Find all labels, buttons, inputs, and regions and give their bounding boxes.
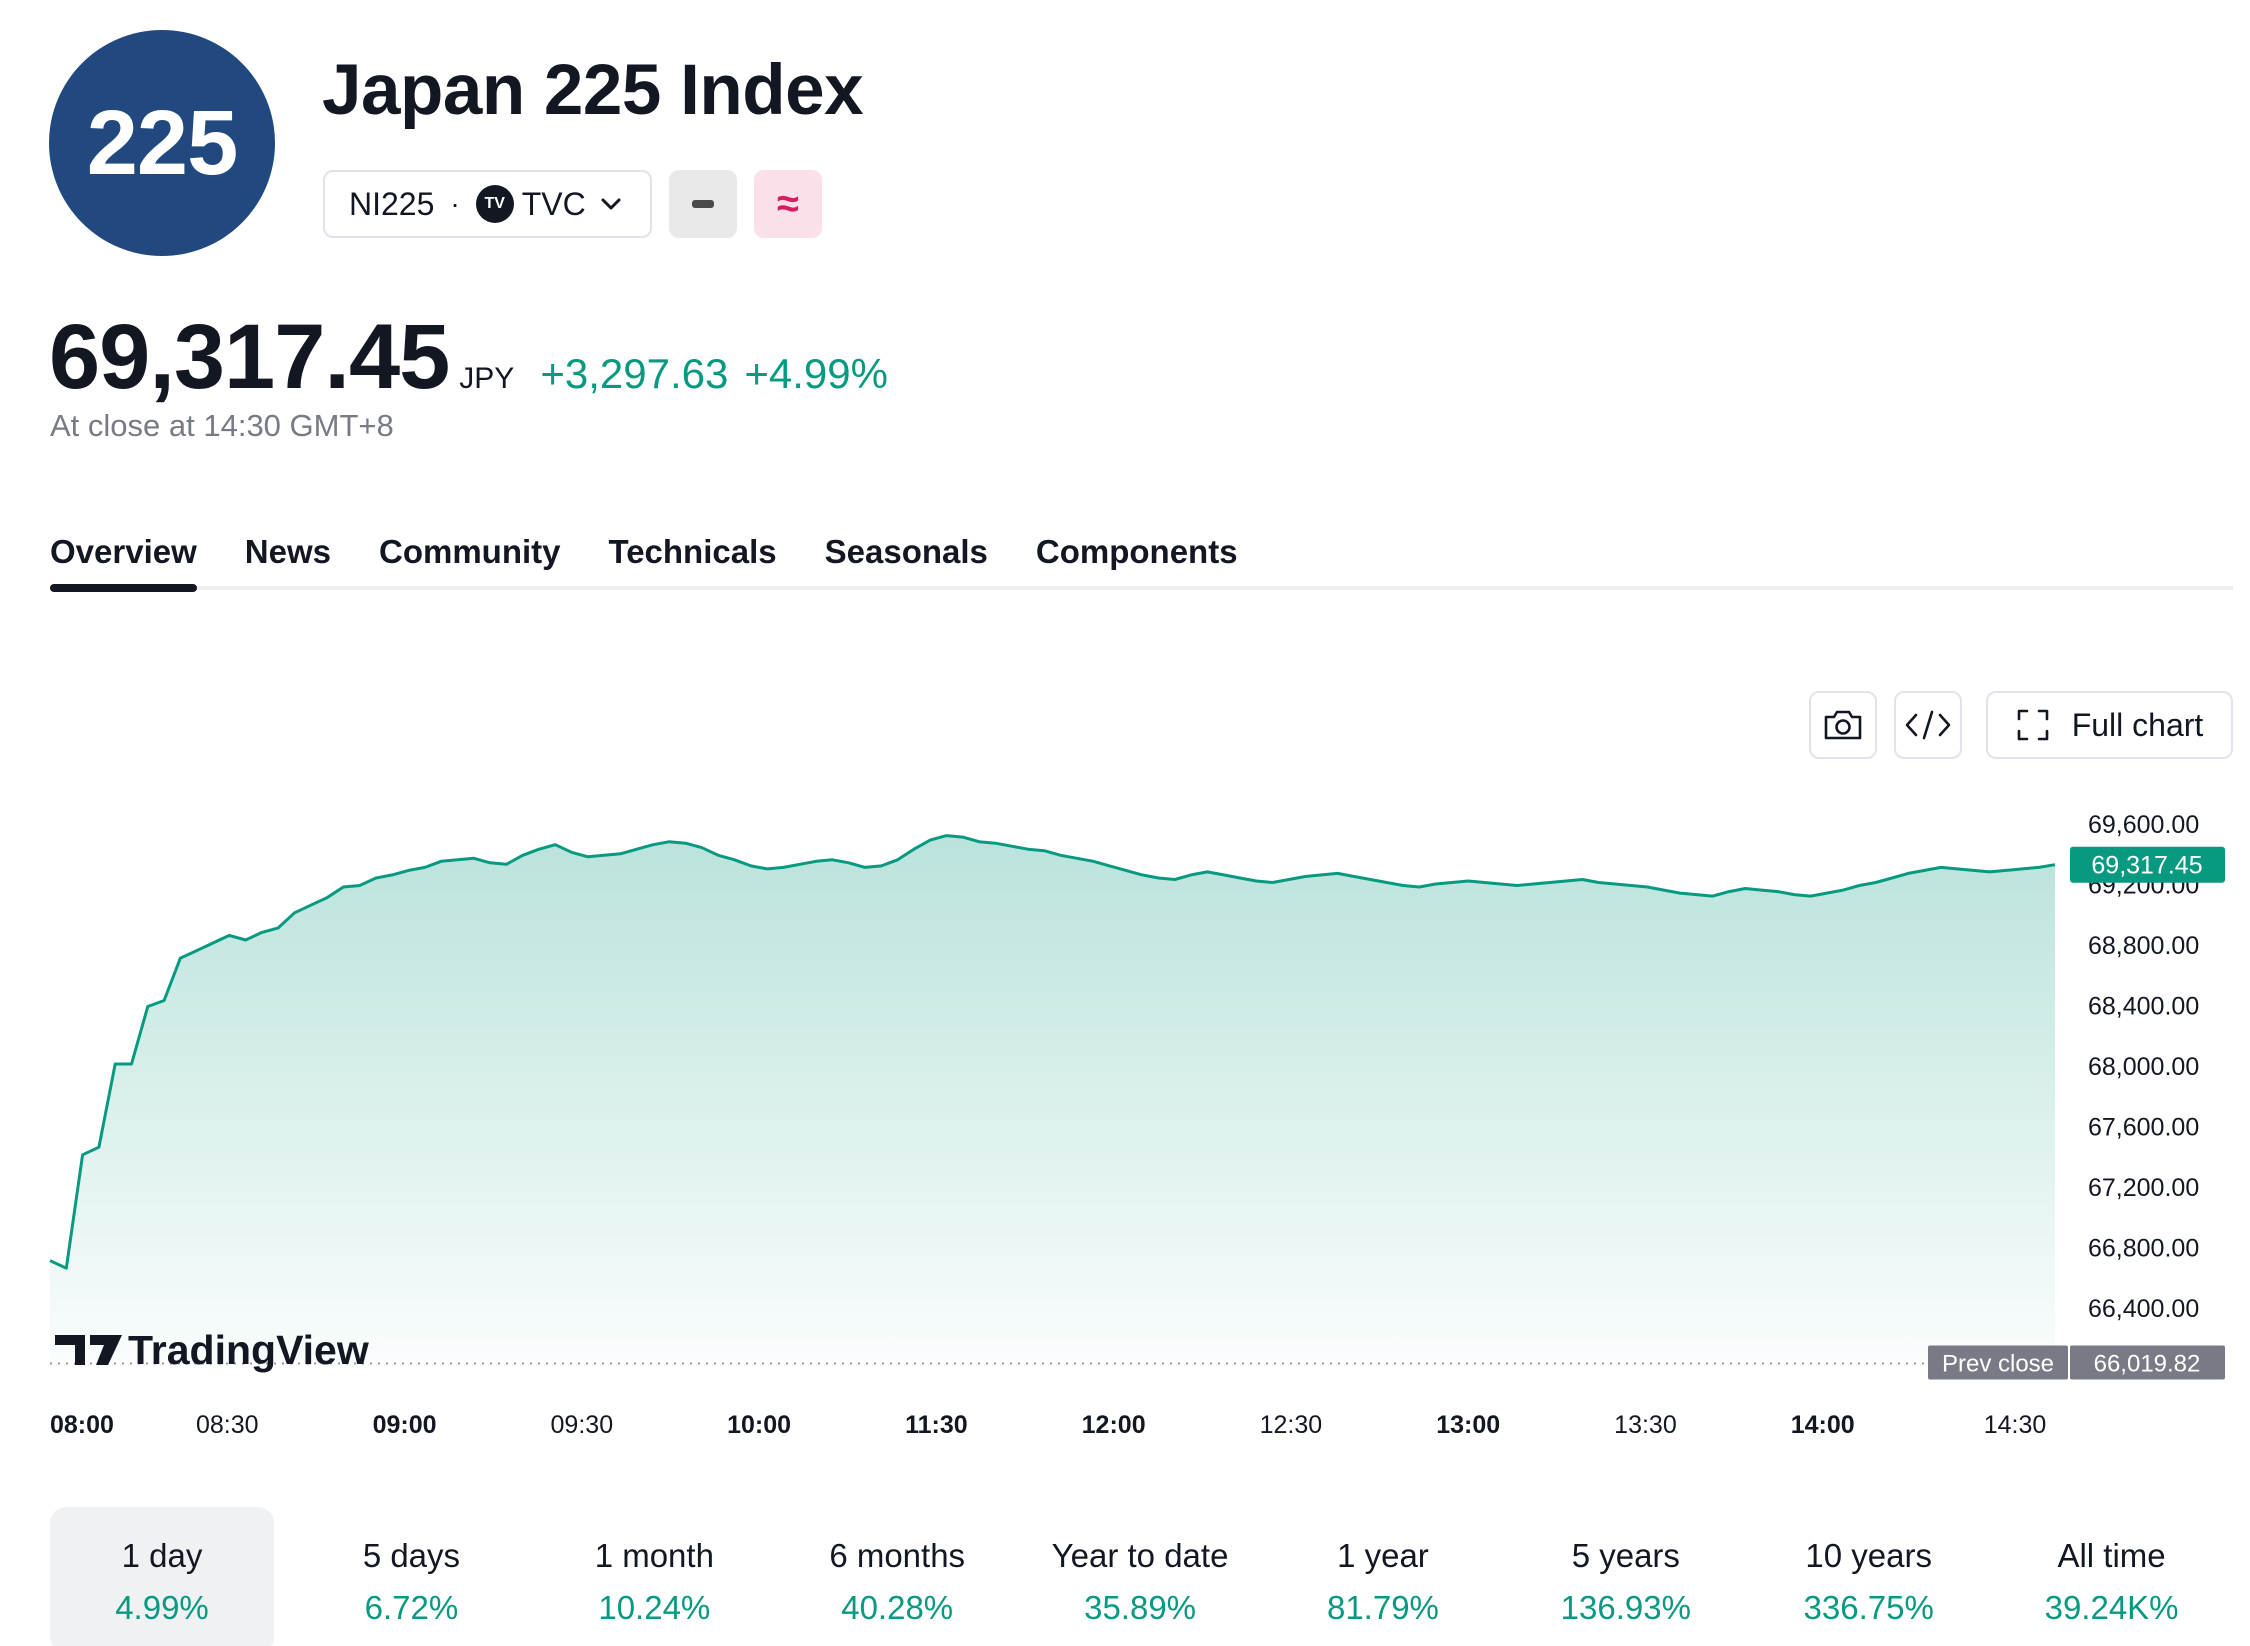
period-1-year[interactable]: 1 year 81.79%	[1262, 1507, 1505, 1646]
tab-overview[interactable]: Overview	[50, 533, 197, 593]
period-value: 136.93%	[1560, 1589, 1691, 1626]
price-line	[49, 834, 2056, 1270]
y-tick-label: 67,200.00	[2088, 1174, 2199, 1202]
period-value: 10.24%	[598, 1589, 711, 1626]
period-label: 1 month	[594, 1537, 714, 1574]
full-chart-label: Full chart	[2071, 706, 2204, 743]
embed-code-button[interactable]	[1894, 691, 1962, 759]
period-all-time[interactable]: All time 39.24K%	[1990, 1507, 2233, 1646]
market-status-button[interactable]	[669, 170, 737, 238]
tradingview-logo-icon	[55, 1335, 122, 1365]
prev-close-value-text: 66,019.82	[2094, 1351, 2201, 1378]
x-tick-label: 09:30	[551, 1411, 614, 1439]
period-label: Year to date	[1051, 1537, 1229, 1574]
tab-components[interactable]: Components	[1035, 533, 1238, 570]
chevron-down-icon	[600, 197, 622, 211]
period-1-month[interactable]: 1 month 10.24%	[533, 1507, 776, 1646]
approx-icon: ≈	[777, 181, 799, 226]
snapshot-button[interactable]	[1809, 691, 1877, 759]
tab-community[interactable]: Community	[378, 533, 561, 570]
y-tick-label: 67,600.00	[2088, 1114, 2199, 1142]
tradingview-watermark: TradingView	[55, 1327, 369, 1373]
price-area-fill	[50, 835, 2055, 1362]
period-value: 81.79%	[1326, 1589, 1439, 1626]
close-time-note: At close at 14:30 GMT+8	[50, 408, 394, 443]
x-tick-label: 13:00	[1436, 1411, 1500, 1439]
price-change-percent: +4.99%	[744, 350, 888, 397]
x-tick-label: 13:30	[1614, 1411, 1677, 1439]
period-value: 39.24K%	[2044, 1589, 2179, 1626]
period-label: 10 years	[1805, 1537, 1932, 1574]
x-tick-label: 08:00	[50, 1411, 114, 1439]
tradingview-badge-icon: TV	[475, 185, 514, 223]
prev-close-value-tag	[2070, 1345, 2225, 1380]
period-10-years[interactable]: 10 years 336.75%	[1747, 1507, 1990, 1646]
symbol-label: NI225	[349, 185, 435, 222]
cfd-indicator-button[interactable]: ≈	[754, 170, 822, 238]
y-tick-label: 69,600.00	[2088, 811, 2199, 839]
period-label: 5 years	[1571, 1537, 1680, 1574]
fullscreen-icon	[2017, 709, 2049, 741]
prev-close-tag-text: Prev close	[1942, 1351, 2054, 1378]
page-title: Japan 225 Index	[322, 51, 864, 130]
last-price: 69,317.45	[49, 306, 450, 408]
x-tick-label: 11:30	[905, 1411, 968, 1439]
symbol-exchange-selector[interactable]: NI225 · TV TVC	[323, 170, 652, 238]
last-price-badge-text: 69,317.45	[2091, 852, 2202, 880]
period-value: 336.75%	[1803, 1589, 1934, 1626]
camera-icon	[1824, 710, 1862, 740]
index-logo: 225	[49, 30, 275, 256]
y-tick-label: 68,800.00	[2088, 932, 2199, 960]
y-tick-label: 68,400.00	[2088, 993, 2199, 1021]
tab-seasonals[interactable]: Seasonals	[824, 533, 988, 570]
logo-text: 225	[86, 91, 238, 194]
period-value: 4.99%	[115, 1589, 209, 1626]
y-tick-label: 68,000.00	[2088, 1053, 2199, 1081]
x-tick-label: 08:30	[196, 1411, 259, 1439]
last-price-badge	[2070, 846, 2225, 883]
period-value: 6.72%	[364, 1589, 459, 1626]
tabs-divider	[50, 586, 2233, 590]
exchange-label: TVC	[521, 185, 586, 222]
period-value: 40.28%	[841, 1589, 954, 1626]
period-label: 5 days	[362, 1537, 461, 1574]
x-tick-label: 09:00	[373, 1411, 437, 1439]
prev-close-tag	[1928, 1345, 2068, 1380]
full-chart-button[interactable]: Full chart	[1986, 691, 2233, 759]
period-performance-bar: 1 day 4.99% 5 days 6.72% 1 month 10.24% …	[50, 1507, 2233, 1646]
tab-bar: Overview News Community Technicals Seaso…	[50, 533, 1286, 593]
x-tick-label: 12:00	[1082, 1411, 1146, 1439]
period-5-days[interactable]: 5 days 6.72%	[290, 1507, 533, 1646]
minus-icon	[692, 200, 714, 208]
x-tick-label: 12:30	[1260, 1411, 1323, 1439]
price-chart[interactable]: 69,600.0069,200.0068,800.0068,400.0068,0…	[0, 780, 2250, 1440]
y-tick-label: 66,400.00	[2088, 1295, 2199, 1323]
separator-dot: ·	[450, 188, 460, 219]
code-icon	[1905, 710, 1951, 740]
quote-row: 69,317.45 JPY +3,297.63 +4.99%	[49, 305, 888, 410]
tab-news[interactable]: News	[244, 533, 331, 570]
period-label: 6 months	[829, 1537, 966, 1574]
period-year-to-date[interactable]: Year to date 35.89%	[1019, 1507, 1262, 1646]
period-5-years[interactable]: 5 years 136.93%	[1504, 1507, 1747, 1646]
period-label: All time	[2057, 1537, 2166, 1574]
x-tick-label: 14:30	[1984, 1411, 2047, 1439]
x-tick-label: 14:00	[1791, 1411, 1855, 1439]
currency: JPY	[459, 362, 515, 395]
watermark-text: TradingView	[128, 1327, 369, 1373]
price-change: +3,297.63	[540, 350, 729, 397]
period-value: 35.89%	[1084, 1589, 1197, 1626]
period-label: 1 year	[1337, 1537, 1429, 1574]
y-tick-label: 66,800.00	[2088, 1235, 2199, 1263]
x-tick-label: 10:00	[727, 1411, 791, 1439]
tab-technicals[interactable]: Technicals	[608, 533, 777, 570]
period-6-months[interactable]: 6 months 40.28%	[776, 1507, 1019, 1646]
period-label: 1 day	[121, 1537, 203, 1574]
period-1-day[interactable]: 1 day 4.99%	[50, 1507, 274, 1646]
